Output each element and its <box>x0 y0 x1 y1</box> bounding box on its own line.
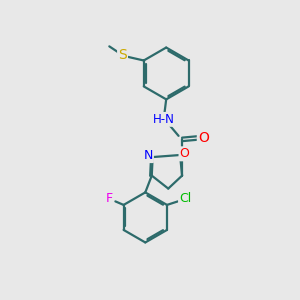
Text: H-N: H-N <box>153 113 175 126</box>
Text: O: O <box>198 131 209 145</box>
Text: Cl: Cl <box>179 192 191 205</box>
Text: F: F <box>106 192 113 205</box>
Text: O: O <box>179 147 189 160</box>
Text: S: S <box>118 48 127 62</box>
Text: N: N <box>143 149 153 162</box>
